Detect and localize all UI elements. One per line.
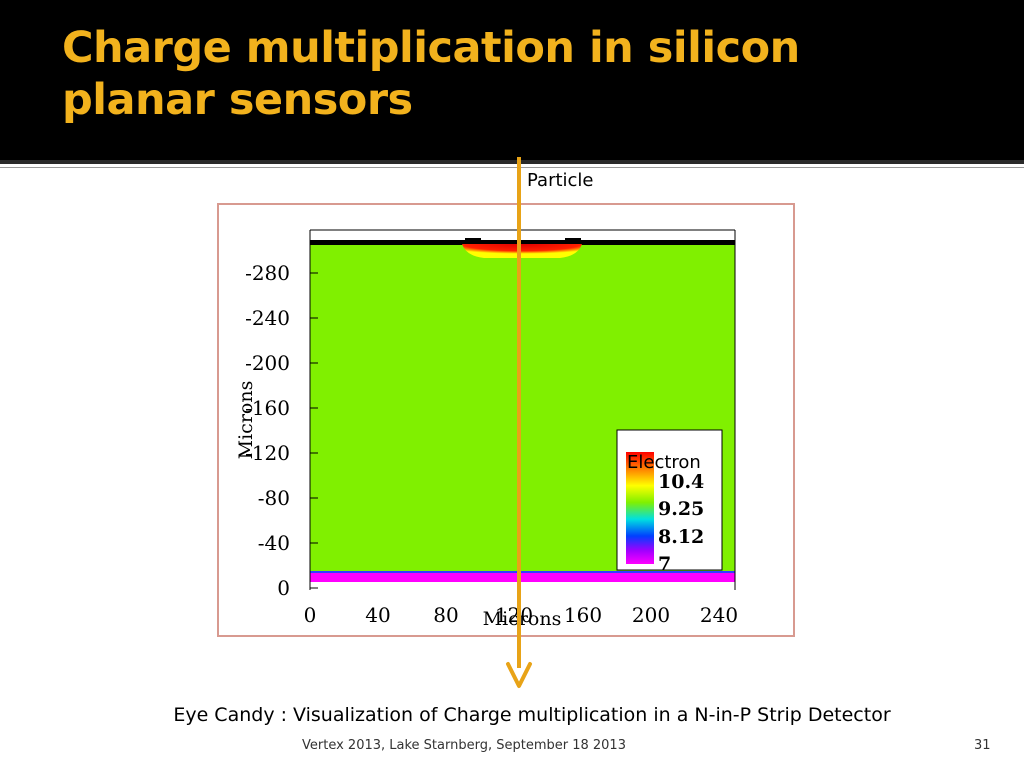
colorbar-title: Electron — [627, 452, 701, 473]
divider-rule — [0, 160, 1024, 164]
multiplication-region — [462, 244, 582, 258]
x-tick-label: 200 — [632, 603, 670, 627]
page-number: 31 — [974, 738, 991, 753]
y-tick-label: -40 — [258, 531, 290, 555]
particle-label: Particle — [527, 170, 594, 191]
y-tick-label: -240 — [245, 306, 290, 330]
y-tick-label: 0 — [277, 576, 290, 600]
y-axis-label: Microns — [235, 381, 257, 460]
y-tick-marks — [310, 272, 318, 589]
x-tick-label: 0 — [304, 603, 317, 627]
backplane-edge — [310, 571, 735, 573]
backplane-region — [310, 572, 735, 582]
slide-caption: Eye Candy : Visualization of Charge mult… — [173, 704, 891, 726]
y-tick-label: -200 — [245, 351, 290, 375]
colorbar-label: 9.25 — [658, 498, 704, 520]
strip-electrode-right — [565, 238, 581, 242]
colorbar-label: 8.12 — [658, 526, 704, 548]
slide-title: Charge multiplication in silicon planar … — [62, 23, 800, 125]
slide-footer: Vertex 2013, Lake Starnberg, September 1… — [302, 738, 626, 753]
title-bar: Charge multiplication in silicon planar … — [0, 0, 1024, 160]
top-oxide-layer — [310, 240, 735, 245]
y-tick-label: -280 — [245, 261, 290, 285]
colorbar-swatch — [626, 452, 654, 564]
divider-rule-thin — [0, 167, 1024, 168]
colorbar-label: 7 — [658, 553, 671, 575]
x-tick-label: 40 — [365, 603, 390, 627]
y-tick-label: -80 — [258, 486, 290, 510]
y-tick-label: -120 — [245, 441, 290, 465]
x-tick-label: 80 — [433, 603, 458, 627]
x-tick-label: 120 — [495, 603, 533, 627]
x-axis-label: Microns — [483, 608, 562, 630]
x-tick-label: 240 — [700, 603, 738, 627]
strip-electrode-left — [465, 238, 481, 242]
y-tick-label: -160 — [245, 396, 290, 420]
x-tick-label: 160 — [564, 603, 602, 627]
particle-arrow-head — [506, 662, 532, 688]
colorbar-label: 10.4 — [658, 471, 704, 493]
